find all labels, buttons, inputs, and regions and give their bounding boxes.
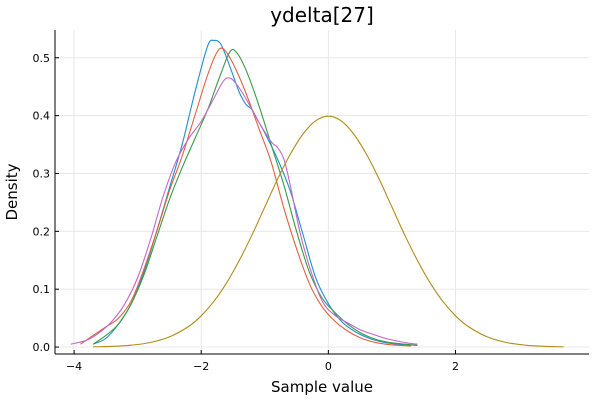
series-line-1 <box>92 39 418 346</box>
y-tick-label: 0.0 <box>33 341 51 354</box>
series-line-4 <box>70 77 418 345</box>
series-line-5 <box>93 115 564 348</box>
x-tick-label: −2 <box>193 360 209 373</box>
series-line-3 <box>92 48 418 346</box>
y-tick-label: 0.4 <box>33 110 51 123</box>
x-tick-label: 0 <box>325 360 332 373</box>
y-axis-label: Density <box>3 163 21 220</box>
y-tick-label: 0.2 <box>33 225 51 238</box>
x-tick-label: −4 <box>66 360 82 373</box>
y-tick-label: 0.1 <box>33 283 51 296</box>
y-tick-label: 0.3 <box>33 167 51 180</box>
x-axis-label: Sample value <box>271 378 373 396</box>
grid <box>55 30 589 354</box>
series-group <box>70 39 564 348</box>
series-line-2 <box>80 47 412 347</box>
ticks: −4 −2 0 2 0.0 0.1 0.2 0.3 0.4 0.5 <box>33 52 460 373</box>
y-tick-label: 0.5 <box>33 52 51 65</box>
x-tick-label: 2 <box>452 360 459 373</box>
axes <box>54 30 589 355</box>
chart-title: ydelta[27] <box>270 3 374 27</box>
